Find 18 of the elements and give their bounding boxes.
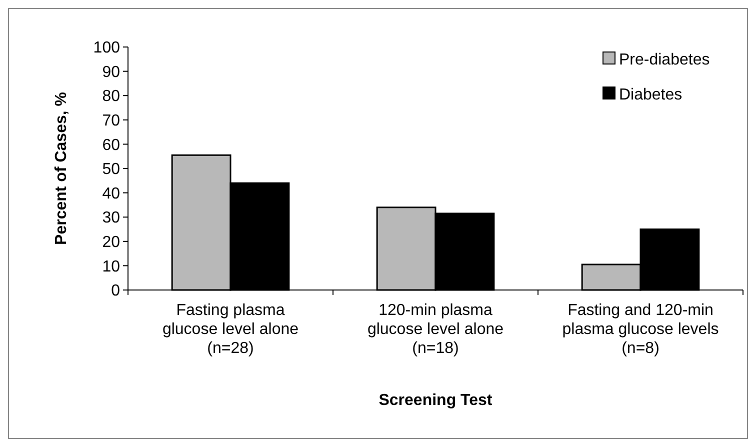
y-tick-label: 20 [102, 234, 120, 251]
x-tick-label: Fasting and 120-min plasma glucose levels (n=8) [562, 302, 719, 357]
x-tick-label: Fasting plasma glucose level alone (n=28) [162, 302, 299, 357]
y-tick-label: 80 [102, 88, 120, 106]
legend-label: Pre-diabetes [619, 52, 710, 69]
x-tick-label: 120-min plasma glucose level alone (n=18) [367, 302, 504, 357]
y-tick-label: 10 [102, 258, 120, 276]
y-tick-label: 90 [102, 64, 120, 81]
y-tick-label: 0 [111, 282, 120, 300]
y-tick-label: 50 [102, 161, 120, 178]
y-tick-label: 40 [102, 185, 120, 202]
y-tick-label: 30 [102, 210, 120, 227]
y-tick-label: 100 [93, 40, 120, 57]
legend-label: Diabetes [619, 86, 682, 104]
y-tick-label: 70 [102, 112, 120, 130]
x-axis-title: Screening Test [378, 392, 493, 409]
y-axis-title: Percent of Cases, % [53, 92, 70, 245]
y-tick-label: 60 [102, 136, 120, 154]
